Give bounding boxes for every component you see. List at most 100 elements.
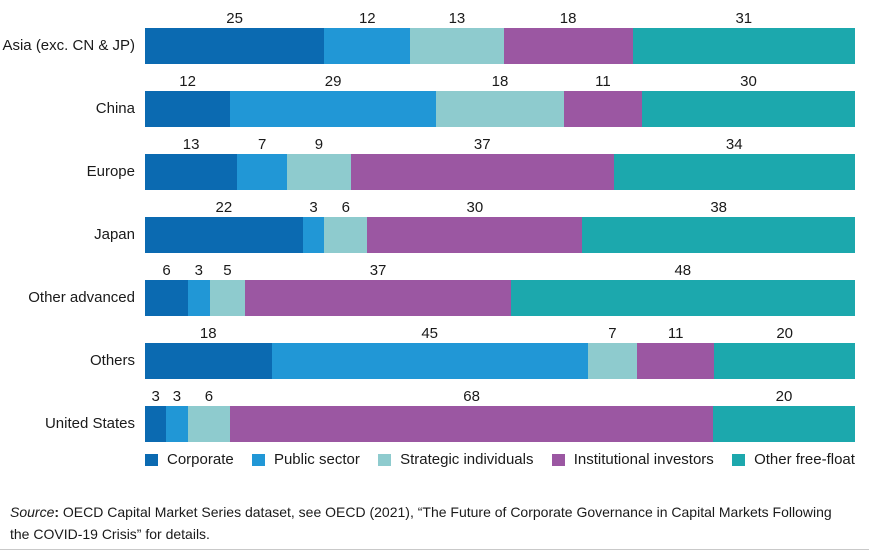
value-label-corporate: 25 [226, 10, 243, 27]
category-label: China [95, 100, 135, 117]
category-label: United States [44, 415, 135, 432]
bar-segment-institutional-investors [563, 91, 642, 127]
legend-swatch-corporate [145, 454, 158, 466]
value-label-institutional-investors: 30 [466, 199, 484, 216]
value-label-corporate: 18 [199, 325, 217, 342]
bar-block: 12 29 18 11 30 [145, 71, 855, 127]
value-label-public-sector: 7 [257, 136, 267, 153]
legend-label: Corporate [167, 451, 234, 468]
source-note: Source: OECD Capital Market Series datas… [10, 501, 855, 545]
value-label-strategic-individuals: 13 [448, 10, 466, 27]
chart-row-others: Others 18 45 7 11 20 [0, 323, 855, 379]
value-label-strategic-individuals: 18 [491, 73, 509, 90]
legend-item-public-sector: Public sector [251, 449, 360, 471]
value-label-corporate: 12 [179, 73, 196, 90]
legend-item-strategic-individuals: Strategic individuals [378, 449, 533, 471]
bar-segment-corporate [145, 217, 303, 253]
value-label-corporate: 22 [215, 199, 233, 216]
legend-swatch-institutional-investors [551, 454, 565, 466]
value-label-strategic-individuals: 6 [341, 199, 350, 216]
value-labels: 12 29 18 11 30 [145, 71, 855, 91]
value-label-institutional-investors: 11 [667, 325, 684, 342]
value-label-public-sector: 45 [421, 325, 439, 342]
bar-block: 6 3 5 37 48 [145, 260, 855, 316]
value-label-institutional-investors: 37 [473, 136, 491, 153]
bar-segment-corporate [145, 28, 325, 64]
bar-segment-other-free-float [632, 28, 855, 64]
legend-swatch-public-sector [251, 454, 265, 466]
category-label: Other advanced [28, 289, 135, 306]
bar-segment-corporate [145, 406, 167, 442]
bar-segment-strategic-individuals [286, 154, 351, 190]
value-label-strategic-individuals: 7 [608, 325, 617, 342]
value-label-other-free-float: 48 [674, 262, 692, 279]
value-label-corporate: 3 [151, 388, 160, 405]
bar-segment-corporate [145, 154, 238, 190]
value-label-strategic-individuals: 6 [204, 388, 214, 405]
chart-row-japan: Japan 22 3 6 30 38 [0, 197, 855, 253]
bar-segment-institutional-investors [367, 217, 583, 253]
bar-block: 3 3 6 68 20 [145, 386, 855, 442]
bar-block: 25 12 13 18 31 [145, 8, 855, 64]
value-label-strategic-individuals: 5 [223, 262, 232, 279]
bar-segment-strategic-individuals [324, 217, 368, 253]
bar-segment-institutional-investors [637, 343, 715, 379]
value-label-corporate: 6 [162, 262, 171, 279]
value-label-public-sector: 29 [324, 73, 342, 90]
chart-rows: Asia (exc. CN & JP) 25 12 13 18 31 China 12 29 18… [0, 8, 869, 442]
value-label-corporate: 13 [182, 136, 200, 153]
bar-segment-other-free-float [613, 154, 855, 190]
bar-segment-strategic-individuals [187, 406, 231, 442]
bar-segment-institutional-investors [245, 280, 511, 316]
bar-segment-public-sector [230, 91, 437, 127]
value-label-other-free-float: 31 [735, 10, 753, 27]
value-labels: 6 3 5 37 48 [145, 260, 855, 280]
category-label: Others [89, 352, 135, 369]
value-label-institutional-investors: 18 [559, 10, 577, 27]
bar-segment-corporate [145, 91, 231, 127]
value-label-other-free-float: 30 [740, 73, 757, 90]
value-labels: 3 3 6 68 20 [145, 386, 855, 406]
ownership-stacked-bar-chart: Asia (exc. CN & JP) 25 12 13 18 31 China 12 29 18… [0, 8, 869, 471]
category-label: Asia (exc. CN & JP) [2, 37, 135, 54]
chart-row-europe: Europe 13 7 9 37 34 [0, 134, 855, 190]
bar-segment-other-free-float [582, 217, 855, 253]
bar-segment-strategic-individuals [587, 343, 638, 379]
legend-item-other-free-float: Other free-float [732, 449, 855, 471]
bar-block: 22 3 6 30 38 [145, 197, 855, 253]
bar-segment-public-sector [237, 154, 287, 190]
source-label: Source [10, 504, 55, 520]
stacked-bar [145, 406, 855, 442]
bar-segment-institutional-investors [503, 28, 633, 64]
stacked-bar [145, 91, 855, 127]
legend-label: Other free-float [754, 451, 855, 468]
bar-segment-corporate [145, 343, 272, 379]
chart-row-asia-exc-cn-jp: Asia (exc. CN & JP) 25 12 13 18 31 [0, 8, 855, 64]
bar-segment-public-sector [302, 217, 325, 253]
category-label: Japan [94, 226, 135, 243]
category-label: Europe [86, 163, 135, 180]
bar-segment-institutional-investors [350, 154, 614, 190]
chart-legend: Corporate Public sector Strategic individu… [145, 449, 855, 471]
value-label-public-sector: 12 [358, 10, 376, 27]
bar-block: 18 45 7 11 20 [145, 323, 855, 379]
value-label-public-sector: 3 [194, 262, 203, 279]
legend-label: Public sector [273, 451, 360, 468]
legend-label: Strategic individuals [400, 451, 534, 468]
value-labels: 22 3 6 30 38 [145, 197, 855, 217]
value-labels: 18 45 7 11 20 [145, 323, 855, 343]
bar-block: 13 7 9 37 34 [145, 134, 855, 190]
bar-segment-other-free-float [641, 91, 855, 127]
value-label-institutional-investors: 11 [595, 73, 611, 90]
chart-row-united-states: United States 3 3 6 68 20 [0, 386, 855, 442]
bar-segment-institutional-investors [230, 406, 713, 442]
value-label-other-free-float: 20 [776, 325, 794, 342]
source-text: OECD Capital Market Series dataset, see … [10, 504, 832, 542]
value-label-other-free-float: 20 [775, 388, 793, 405]
legend-swatch-other-free-float [732, 454, 746, 466]
stacked-bar [145, 154, 855, 190]
bar-segment-public-sector [324, 28, 411, 64]
chart-row-china: China 12 29 18 11 30 [0, 71, 855, 127]
bar-segment-corporate [145, 280, 189, 316]
